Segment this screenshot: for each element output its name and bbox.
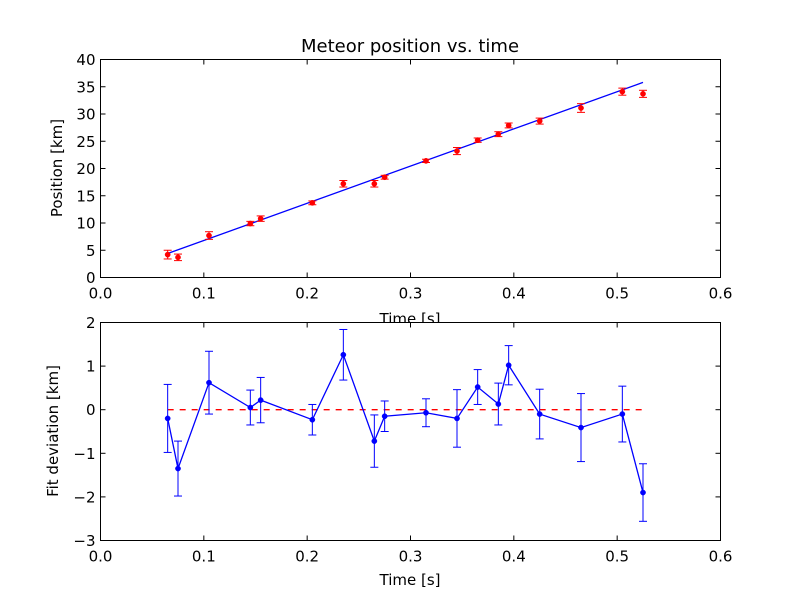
xtick-label: 0.2 [295, 285, 319, 303]
data-point [340, 351, 347, 358]
position-plot: Meteor position vs. time 0.0 0.1 0.2 0.3 0.4… [48, 36, 732, 328]
data-point [257, 397, 264, 403]
data-point [619, 411, 626, 417]
ytick-label: 0 [86, 269, 96, 287]
xtick-label: 0.6 [709, 548, 733, 566]
ytick-label: 35 [76, 78, 95, 96]
residual-plot-background [100, 322, 721, 541]
ytick-label: 25 [76, 133, 95, 151]
xtick-label: 0.0 [89, 548, 113, 566]
data-point [371, 438, 378, 444]
ytick-label: 20 [76, 160, 95, 178]
ytick-label: 5 [86, 242, 96, 260]
data-point [247, 220, 254, 227]
data-point [381, 413, 388, 420]
data-point [495, 131, 502, 138]
data-point [206, 379, 212, 386]
xtick-label: 0.0 [89, 285, 113, 303]
data-point [640, 489, 646, 496]
data-point [309, 199, 316, 206]
ytick-label: 30 [76, 106, 95, 124]
data-point [423, 158, 429, 164]
data-point [536, 411, 543, 417]
ytick-label: −3 [73, 532, 95, 550]
ytick-label: 1 [86, 358, 96, 376]
data-point [257, 215, 264, 222]
data-point [175, 254, 181, 261]
data-point [474, 137, 481, 144]
data-point [474, 384, 481, 390]
ytick-label: −2 [73, 488, 95, 506]
data-point [381, 174, 388, 181]
data-point [247, 404, 254, 411]
position-plot-xticks: 0.0 0.1 0.2 0.3 0.4 0.5 0.6 [89, 59, 733, 303]
xtick-label: 0.1 [192, 285, 216, 303]
residual-plot-yticks: −3 −2 −1 0 1 2 [73, 314, 721, 550]
data-point [164, 415, 171, 422]
residual-line [167, 353, 644, 493]
data-point [309, 416, 316, 423]
ytick-label: 10 [76, 215, 95, 233]
xtick-label: 0.5 [605, 548, 629, 566]
xtick-label: 0.4 [502, 548, 526, 566]
data-point [505, 362, 512, 369]
data-point [454, 148, 460, 154]
data-point [371, 180, 378, 187]
xtick-label: 0.2 [295, 548, 319, 566]
xtick-label: 0.3 [399, 548, 423, 566]
residual-plot-marks [163, 328, 647, 522]
data-point [164, 251, 171, 258]
data-point [578, 105, 584, 111]
ytick-label: −1 [73, 445, 95, 463]
xtick-label: 0.5 [605, 285, 629, 303]
ytick-label: 15 [76, 187, 95, 205]
position-plot-marks [163, 81, 647, 262]
ytick-label: 2 [86, 314, 96, 332]
data-point [619, 88, 626, 95]
fit-line [167, 81, 644, 255]
ytick-label: 40 [76, 51, 95, 69]
position-plot-ylabel: Position [km] [48, 119, 66, 217]
xtick-label: 0.4 [502, 285, 526, 303]
data-point [536, 118, 543, 124]
xtick-label: 0.6 [709, 285, 733, 303]
xtick-label: 0.3 [399, 285, 423, 303]
residual-plot-ylabel: Fit deviation [km] [44, 365, 62, 497]
data-point [340, 180, 347, 187]
xtick-label: 0.1 [192, 548, 216, 566]
data-point [505, 122, 512, 129]
position-plot-yticks: 0 5 10 15 20 25 30 35 40 [76, 51, 721, 287]
data-point [454, 415, 460, 422]
residual-plot-xticks: 0.0 0.1 0.2 0.3 0.4 0.5 0.6 [89, 322, 733, 566]
data-point [175, 465, 181, 472]
residual-plot-xlabel: Time [s] [379, 571, 441, 589]
data-point [640, 90, 646, 97]
residual-plot: 0.0 0.1 0.2 0.3 0.4 0.5 0.6 −3 −2 −1 0 1 2 Time [s]… [44, 314, 732, 589]
data-point [423, 409, 429, 416]
position-plot-title: Meteor position vs. time [301, 36, 519, 57]
data-point [578, 424, 584, 431]
data-point [495, 401, 502, 407]
data-point [206, 232, 212, 239]
ytick-label: 0 [86, 401, 96, 419]
